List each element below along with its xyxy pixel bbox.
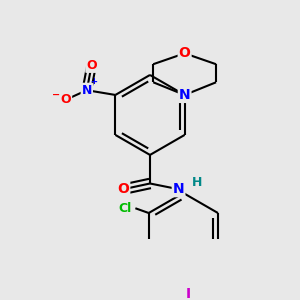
- Text: −: −: [52, 90, 60, 100]
- Text: N: N: [173, 182, 184, 196]
- Text: O: O: [179, 46, 190, 60]
- Text: O: O: [86, 59, 97, 72]
- Text: H: H: [191, 176, 202, 189]
- Text: O: O: [61, 93, 71, 106]
- Text: I: I: [185, 287, 190, 300]
- Text: Cl: Cl: [118, 202, 131, 215]
- Text: O: O: [117, 182, 129, 196]
- Text: +: +: [90, 77, 97, 86]
- Text: N: N: [82, 84, 92, 97]
- Text: N: N: [179, 88, 190, 102]
